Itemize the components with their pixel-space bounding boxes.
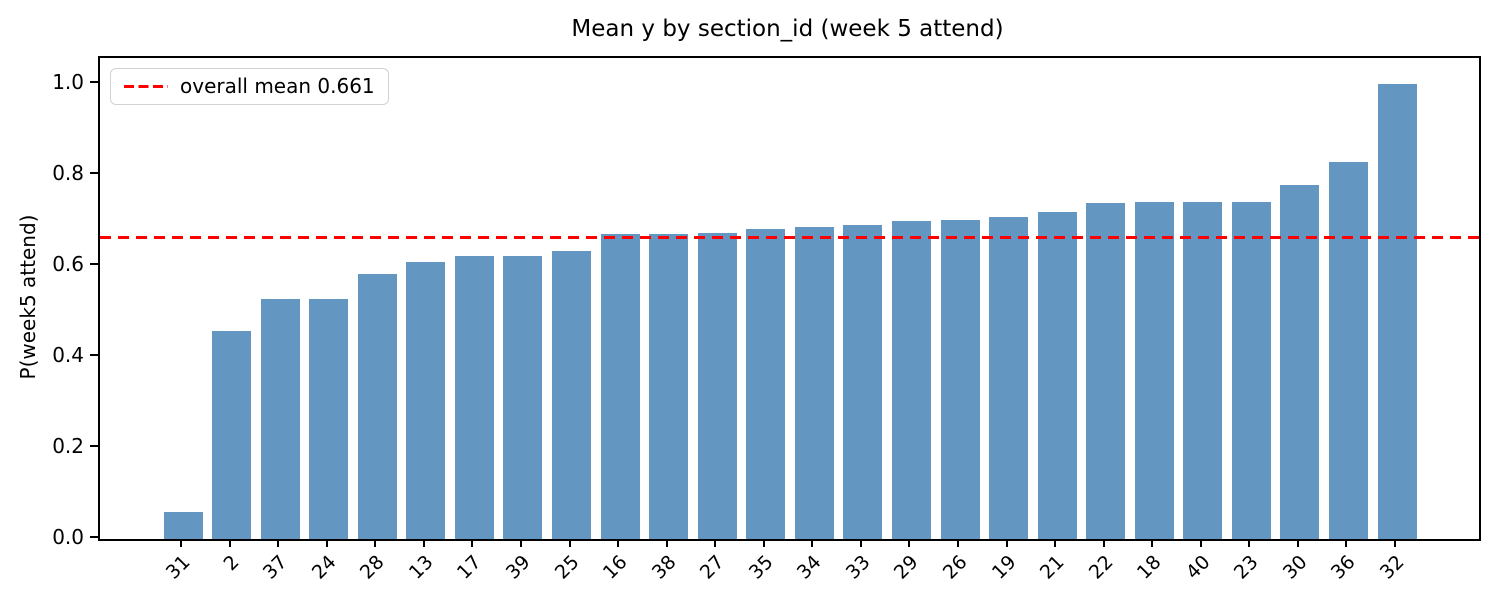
bar-section-33 xyxy=(843,224,883,539)
y-tick-label: 0.6 xyxy=(52,251,84,276)
x-tick-mark xyxy=(422,539,425,547)
x-tick-mark xyxy=(471,539,474,547)
x-tick-mark xyxy=(1296,539,1299,547)
x-tick-mark xyxy=(1005,539,1008,547)
bar-section-34 xyxy=(794,226,834,539)
x-tick-mark xyxy=(1151,539,1154,547)
bar-section-19 xyxy=(989,217,1028,539)
x-tick-mark xyxy=(1248,539,1251,547)
bar-section-29 xyxy=(891,220,931,539)
bar-section-37 xyxy=(260,299,300,539)
x-tick-mark xyxy=(811,539,814,547)
y-tick-label: 0.8 xyxy=(52,160,84,185)
x-tick-mark xyxy=(519,539,522,547)
x-tick-mark xyxy=(1199,539,1202,547)
y-tick-label: 0.4 xyxy=(52,342,84,367)
bar-section-30 xyxy=(1280,184,1320,539)
y-tick-label: 1.0 xyxy=(52,69,84,94)
x-tick-mark xyxy=(374,539,377,547)
bar-section-25 xyxy=(552,251,591,539)
x-tick-mark xyxy=(957,539,959,547)
x-tick-mark xyxy=(859,539,862,547)
bar-section-38 xyxy=(649,233,689,539)
x-tick-mark xyxy=(617,539,619,547)
y-tick-mark xyxy=(90,536,98,538)
y-tick-mark xyxy=(90,353,98,356)
x-tick-mark xyxy=(1345,539,1348,547)
chart-title: Mean y by section_id (week 5 attend) xyxy=(571,16,1004,42)
y-tick-mark xyxy=(90,171,98,174)
bar-section-39 xyxy=(503,256,543,539)
x-tick-mark xyxy=(277,539,280,547)
x-tick-mark xyxy=(762,539,765,547)
bar-section-40 xyxy=(1183,201,1223,539)
plot-area: overall mean 0.661 xyxy=(98,56,1481,541)
bar-section-17 xyxy=(454,256,494,539)
y-tick-label: 0.2 xyxy=(52,433,84,458)
y-tick-mark xyxy=(90,262,98,265)
bar-section-31 xyxy=(163,511,203,539)
bar-section-24 xyxy=(309,299,349,539)
x-tick-mark xyxy=(1054,539,1057,547)
x-tick-mark xyxy=(568,539,571,547)
bar-section-23 xyxy=(1231,201,1271,539)
bar-section-27 xyxy=(697,232,737,539)
dashed-line-swatch xyxy=(124,84,168,88)
y-tick-mark xyxy=(90,444,98,447)
x-tick-mark xyxy=(1102,539,1105,547)
bar-section-35 xyxy=(746,229,786,539)
x-tick-mark xyxy=(180,539,182,547)
legend: overall mean 0.661 xyxy=(110,68,389,105)
bar-section-28 xyxy=(357,274,397,539)
x-tick-mark xyxy=(228,539,231,547)
bar-section-32 xyxy=(1377,83,1417,539)
y-tick-mark xyxy=(90,80,98,83)
mean-line xyxy=(100,236,1479,240)
bar-section-21 xyxy=(1037,212,1077,539)
legend-label: overall mean 0.661 xyxy=(180,74,375,98)
x-tick-mark xyxy=(714,539,717,547)
x-tick-mark xyxy=(325,539,328,547)
bar-section-2 xyxy=(212,331,252,539)
x-tick-label: 32 xyxy=(1375,551,1409,584)
bar-section-26 xyxy=(940,220,980,539)
x-tick-mark xyxy=(1394,539,1396,547)
x-tick-mark xyxy=(908,539,911,547)
bar-section-36 xyxy=(1328,161,1368,539)
x-tick-mark xyxy=(665,539,668,547)
bar-section-22 xyxy=(1086,202,1126,539)
y-axis-label: P(week5 attend) xyxy=(16,214,40,380)
bar-section-18 xyxy=(1134,201,1174,539)
bar-section-13 xyxy=(406,261,446,539)
y-tick-label: 0.0 xyxy=(52,525,84,549)
bar-section-16 xyxy=(600,234,640,539)
